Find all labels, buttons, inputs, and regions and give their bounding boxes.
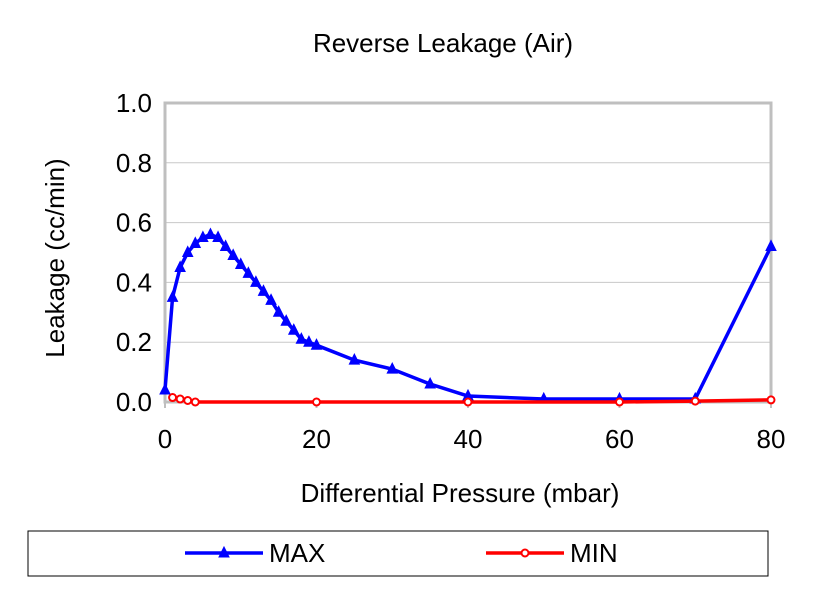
data-point <box>295 332 308 344</box>
data-point <box>765 239 777 252</box>
data-point <box>181 245 194 257</box>
x-tick-label: 40 <box>454 424 483 454</box>
data-point <box>287 323 300 335</box>
legend-marker <box>218 545 230 558</box>
legend-item-max: MAX <box>185 538 325 568</box>
data-point <box>166 290 179 302</box>
y-axis-label: Leakage (cc/min) <box>40 158 70 357</box>
data-point <box>463 397 473 407</box>
data-point <box>250 275 262 287</box>
x-tick-label: 80 <box>757 424 786 454</box>
x-tick-label: 60 <box>605 424 634 454</box>
y-tick-label: 0.6 <box>116 208 152 238</box>
data-point <box>280 314 293 326</box>
data-point <box>424 376 436 389</box>
legend-label: MIN <box>570 538 618 568</box>
data-point <box>348 353 361 365</box>
legend-label: MAX <box>269 538 325 568</box>
x-axis-ticks: 0 20 40 60 80 <box>158 402 786 454</box>
chart-title: Reverse Leakage (Air) <box>313 28 573 58</box>
series-line <box>163 232 773 401</box>
data-point <box>615 397 624 407</box>
y-tick-label: 0.0 <box>116 387 152 417</box>
data-point <box>212 230 224 243</box>
data-point <box>219 239 232 252</box>
plot-area-border <box>163 101 773 404</box>
legend <box>27 530 769 577</box>
data-point <box>265 293 277 305</box>
series-max <box>159 227 777 404</box>
data-point <box>168 393 178 403</box>
series-min <box>168 393 776 407</box>
data-point <box>766 395 776 405</box>
legend-marker <box>520 548 530 558</box>
y-tick-label: 0.2 <box>116 327 152 357</box>
y-tick-label: 1.0 <box>116 88 152 118</box>
data-point <box>234 257 247 269</box>
data-point <box>183 396 193 406</box>
data-point <box>174 260 186 272</box>
data-point <box>303 335 315 347</box>
y-tick-label: 0.8 <box>116 148 152 178</box>
data-point <box>175 394 185 404</box>
data-point <box>227 248 239 260</box>
legend-item-min: MIN <box>486 538 618 568</box>
x-tick-label: 0 <box>158 424 172 454</box>
data-point <box>272 305 285 317</box>
data-point <box>204 227 217 240</box>
x-axis-label: Differential Pressure (mbar) <box>301 478 620 508</box>
y-axis-ticks: 0.0 0.2 0.4 0.6 0.8 1.0 <box>116 88 152 417</box>
gridlines <box>165 162 771 343</box>
data-point <box>190 397 200 407</box>
data-point <box>257 284 270 296</box>
data-point <box>312 397 321 407</box>
data-point <box>310 338 323 350</box>
data-point <box>159 382 171 395</box>
data-point <box>386 361 399 374</box>
data-point <box>242 266 255 278</box>
data-point <box>189 236 202 249</box>
series-group <box>159 227 777 407</box>
y-tick-label: 0.4 <box>116 267 152 297</box>
data-point <box>690 396 700 406</box>
x-tick-label: 20 <box>302 424 331 454</box>
